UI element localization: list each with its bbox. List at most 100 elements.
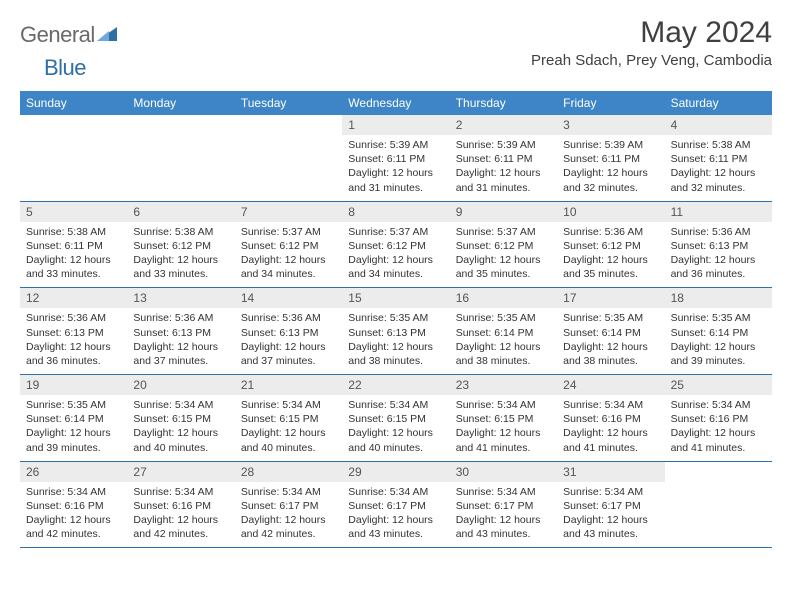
calendar-page: General May 2024 Preah Sdach, Prey Veng,… <box>0 0 792 564</box>
day-number <box>20 115 127 135</box>
day-number: 6 <box>127 202 234 222</box>
day-body: Sunrise: 5:39 AMSunset: 6:11 PMDaylight:… <box>342 135 449 201</box>
day-number: 28 <box>235 462 342 482</box>
title-block: May 2024 Preah Sdach, Prey Veng, Cambodi… <box>531 16 772 69</box>
week-row: 19Sunrise: 5:35 AMSunset: 6:14 PMDayligh… <box>20 375 772 462</box>
day-body: Sunrise: 5:34 AMSunset: 6:16 PMDaylight:… <box>20 482 127 548</box>
day-cell: 6Sunrise: 5:38 AMSunset: 6:12 PMDaylight… <box>127 202 234 288</box>
day-body: Sunrise: 5:35 AMSunset: 6:13 PMDaylight:… <box>342 308 449 374</box>
day-body: Sunrise: 5:36 AMSunset: 6:12 PMDaylight:… <box>557 222 664 288</box>
day-number: 7 <box>235 202 342 222</box>
day-body <box>665 482 772 491</box>
day-cell: 24Sunrise: 5:34 AMSunset: 6:16 PMDayligh… <box>557 375 664 461</box>
day-cell: 3Sunrise: 5:39 AMSunset: 6:11 PMDaylight… <box>557 115 664 201</box>
day-number <box>665 462 772 482</box>
day-cell: 9Sunrise: 5:37 AMSunset: 6:12 PMDaylight… <box>450 202 557 288</box>
day-cell: 17Sunrise: 5:35 AMSunset: 6:14 PMDayligh… <box>557 288 664 374</box>
month-title: May 2024 <box>531 16 772 50</box>
weekday-header-cell: Thursday <box>450 91 557 115</box>
day-body <box>235 135 342 144</box>
day-body: Sunrise: 5:34 AMSunset: 6:17 PMDaylight:… <box>235 482 342 548</box>
day-body: Sunrise: 5:38 AMSunset: 6:12 PMDaylight:… <box>127 222 234 288</box>
day-number: 18 <box>665 288 772 308</box>
empty-cell <box>665 462 772 548</box>
day-cell: 21Sunrise: 5:34 AMSunset: 6:15 PMDayligh… <box>235 375 342 461</box>
day-number: 10 <box>557 202 664 222</box>
day-cell: 1Sunrise: 5:39 AMSunset: 6:11 PMDaylight… <box>342 115 449 201</box>
week-row: 1Sunrise: 5:39 AMSunset: 6:11 PMDaylight… <box>20 115 772 202</box>
day-number: 15 <box>342 288 449 308</box>
day-cell: 12Sunrise: 5:36 AMSunset: 6:13 PMDayligh… <box>20 288 127 374</box>
weekday-header-cell: Sunday <box>20 91 127 115</box>
week-row: 12Sunrise: 5:36 AMSunset: 6:13 PMDayligh… <box>20 288 772 375</box>
day-number: 19 <box>20 375 127 395</box>
empty-cell <box>127 115 234 201</box>
day-body: Sunrise: 5:34 AMSunset: 6:16 PMDaylight:… <box>127 482 234 548</box>
day-body: Sunrise: 5:36 AMSunset: 6:13 PMDaylight:… <box>20 308 127 374</box>
day-body <box>20 135 127 144</box>
day-body: Sunrise: 5:35 AMSunset: 6:14 PMDaylight:… <box>20 395 127 461</box>
day-number <box>127 115 234 135</box>
day-body: Sunrise: 5:35 AMSunset: 6:14 PMDaylight:… <box>665 308 772 374</box>
weekday-header-cell: Tuesday <box>235 91 342 115</box>
day-number: 4 <box>665 115 772 135</box>
week-row: 26Sunrise: 5:34 AMSunset: 6:16 PMDayligh… <box>20 462 772 549</box>
day-number: 13 <box>127 288 234 308</box>
day-cell: 8Sunrise: 5:37 AMSunset: 6:12 PMDaylight… <box>342 202 449 288</box>
day-number: 11 <box>665 202 772 222</box>
day-cell: 13Sunrise: 5:36 AMSunset: 6:13 PMDayligh… <box>127 288 234 374</box>
day-body: Sunrise: 5:37 AMSunset: 6:12 PMDaylight:… <box>342 222 449 288</box>
day-number: 25 <box>665 375 772 395</box>
week-row: 5Sunrise: 5:38 AMSunset: 6:11 PMDaylight… <box>20 202 772 289</box>
day-number: 1 <box>342 115 449 135</box>
weekday-header-cell: Saturday <box>665 91 772 115</box>
empty-cell <box>20 115 127 201</box>
day-cell: 26Sunrise: 5:34 AMSunset: 6:16 PMDayligh… <box>20 462 127 548</box>
day-number: 5 <box>20 202 127 222</box>
day-body: Sunrise: 5:38 AMSunset: 6:11 PMDaylight:… <box>665 135 772 201</box>
day-cell: 27Sunrise: 5:34 AMSunset: 6:16 PMDayligh… <box>127 462 234 548</box>
day-cell: 5Sunrise: 5:38 AMSunset: 6:11 PMDaylight… <box>20 202 127 288</box>
day-number: 16 <box>450 288 557 308</box>
day-body: Sunrise: 5:39 AMSunset: 6:11 PMDaylight:… <box>557 135 664 201</box>
day-number: 17 <box>557 288 664 308</box>
day-number: 29 <box>342 462 449 482</box>
day-body: Sunrise: 5:34 AMSunset: 6:15 PMDaylight:… <box>342 395 449 461</box>
day-cell: 2Sunrise: 5:39 AMSunset: 6:11 PMDaylight… <box>450 115 557 201</box>
day-body: Sunrise: 5:36 AMSunset: 6:13 PMDaylight:… <box>235 308 342 374</box>
weeks-container: 1Sunrise: 5:39 AMSunset: 6:11 PMDaylight… <box>20 115 772 548</box>
brand-logo: General <box>20 22 119 48</box>
location-text: Preah Sdach, Prey Veng, Cambodia <box>531 52 772 69</box>
weekday-header-cell: Monday <box>127 91 234 115</box>
day-cell: 7Sunrise: 5:37 AMSunset: 6:12 PMDaylight… <box>235 202 342 288</box>
weekday-header-row: SundayMondayTuesdayWednesdayThursdayFrid… <box>20 91 772 115</box>
day-cell: 25Sunrise: 5:34 AMSunset: 6:16 PMDayligh… <box>665 375 772 461</box>
day-body: Sunrise: 5:34 AMSunset: 6:17 PMDaylight:… <box>450 482 557 548</box>
day-body: Sunrise: 5:34 AMSunset: 6:17 PMDaylight:… <box>557 482 664 548</box>
day-cell: 4Sunrise: 5:38 AMSunset: 6:11 PMDaylight… <box>665 115 772 201</box>
triangle-icon <box>97 25 117 46</box>
day-body: Sunrise: 5:34 AMSunset: 6:17 PMDaylight:… <box>342 482 449 548</box>
day-body: Sunrise: 5:35 AMSunset: 6:14 PMDaylight:… <box>557 308 664 374</box>
day-body: Sunrise: 5:34 AMSunset: 6:16 PMDaylight:… <box>557 395 664 461</box>
day-number: 30 <box>450 462 557 482</box>
day-cell: 20Sunrise: 5:34 AMSunset: 6:15 PMDayligh… <box>127 375 234 461</box>
weekday-header-cell: Friday <box>557 91 664 115</box>
calendar-grid: SundayMondayTuesdayWednesdayThursdayFrid… <box>20 91 772 548</box>
day-cell: 19Sunrise: 5:35 AMSunset: 6:14 PMDayligh… <box>20 375 127 461</box>
day-number: 20 <box>127 375 234 395</box>
day-body: Sunrise: 5:39 AMSunset: 6:11 PMDaylight:… <box>450 135 557 201</box>
day-cell: 14Sunrise: 5:36 AMSunset: 6:13 PMDayligh… <box>235 288 342 374</box>
day-number: 21 <box>235 375 342 395</box>
day-cell: 16Sunrise: 5:35 AMSunset: 6:14 PMDayligh… <box>450 288 557 374</box>
day-number: 22 <box>342 375 449 395</box>
day-cell: 30Sunrise: 5:34 AMSunset: 6:17 PMDayligh… <box>450 462 557 548</box>
brand-text-2: Blue <box>44 55 86 81</box>
day-cell: 15Sunrise: 5:35 AMSunset: 6:13 PMDayligh… <box>342 288 449 374</box>
day-cell: 23Sunrise: 5:34 AMSunset: 6:15 PMDayligh… <box>450 375 557 461</box>
day-body: Sunrise: 5:34 AMSunset: 6:15 PMDaylight:… <box>450 395 557 461</box>
day-body: Sunrise: 5:34 AMSunset: 6:15 PMDaylight:… <box>235 395 342 461</box>
day-body: Sunrise: 5:38 AMSunset: 6:11 PMDaylight:… <box>20 222 127 288</box>
day-body: Sunrise: 5:37 AMSunset: 6:12 PMDaylight:… <box>450 222 557 288</box>
day-cell: 10Sunrise: 5:36 AMSunset: 6:12 PMDayligh… <box>557 202 664 288</box>
